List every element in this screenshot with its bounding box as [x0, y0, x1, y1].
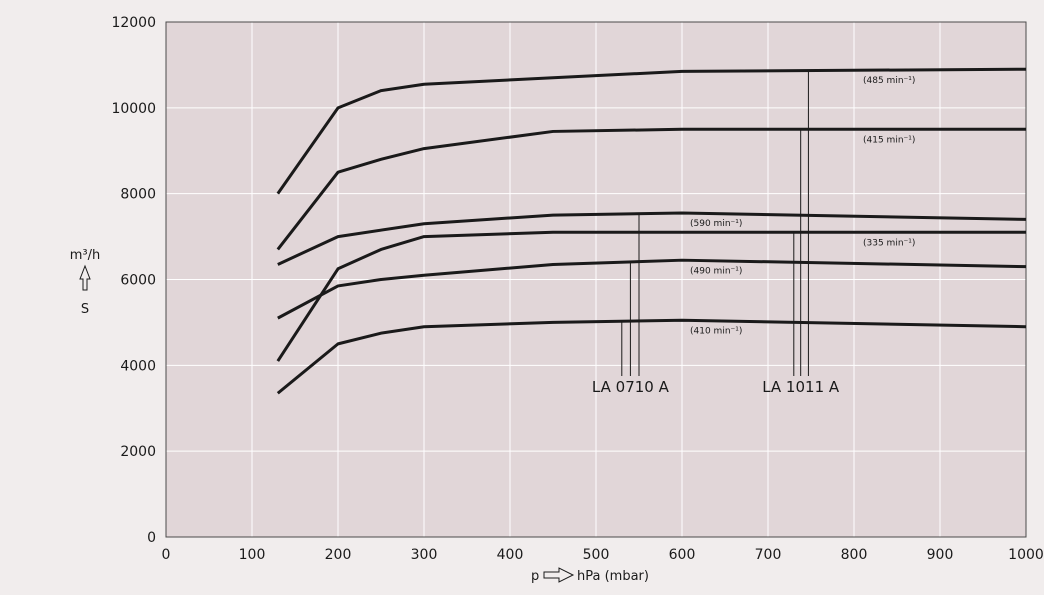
series-label: (335 min⁻¹)	[863, 238, 915, 248]
series-line	[276, 67, 1027, 195]
x-tick-label: 200	[325, 547, 352, 563]
y-tick-label: 10000	[111, 101, 156, 117]
group-leader-lines	[621, 70, 809, 376]
series-line	[277, 258, 1027, 320]
series-label: (590 min⁻¹)	[690, 219, 742, 229]
y-tick-label: 4000	[120, 358, 156, 374]
series-label: (415 min⁻¹)	[863, 135, 915, 145]
y-tick-label: 2000	[120, 444, 156, 460]
series-line	[277, 211, 1027, 266]
x-axis-arrow-icon	[543, 567, 575, 583]
y-axis-unit: m³/h	[70, 248, 101, 263]
x-tick-label: 400	[497, 547, 524, 563]
y-tick-label: 0	[147, 530, 156, 546]
x-tick-label: 700	[755, 547, 782, 563]
y-tick-labels: 0 2000 4000 6000 8000 10000 12000	[111, 15, 156, 546]
y-tick-label: 12000	[111, 15, 156, 31]
group-label: LA 1011 A	[762, 378, 840, 396]
y-axis-arrow-icon	[79, 264, 91, 291]
group-labels: LA 0710 A LA 1011 A	[592, 378, 840, 396]
series-line	[276, 230, 1026, 362]
x-tick-label: 1000	[1008, 547, 1044, 563]
x-tick-label: 0	[162, 547, 171, 563]
y-tick-label: 8000	[120, 187, 156, 203]
y-axis-label: m³/h S	[70, 248, 101, 317]
group-label: LA 0710 A	[592, 378, 670, 396]
series-labels: (485 min⁻¹) (415 min⁻¹) (590 min⁻¹) (335 mi…	[690, 76, 915, 336]
series-lines	[276, 67, 1027, 395]
x-tick-label: 800	[841, 547, 868, 563]
x-axis-symbol: p	[531, 569, 539, 584]
series-line	[276, 127, 1026, 251]
series-label: (410 min⁻¹)	[690, 326, 742, 336]
y-axis-symbol: S	[81, 302, 89, 317]
x-tick-label: 100	[239, 547, 266, 563]
x-axis-label: p hPa (mbar)	[531, 567, 649, 584]
plot-frame	[165, 21, 1027, 538]
x-tick-label: 500	[583, 547, 610, 563]
x-tick-label: 300	[411, 547, 438, 563]
x-tick-labels: 0 100 200 300 400 500 600 700 800 900 1000	[162, 547, 1044, 563]
x-tick-label: 600	[669, 547, 696, 563]
x-tick-label: 900	[927, 547, 954, 563]
series-line	[276, 318, 1027, 395]
series-label: (485 min⁻¹)	[863, 76, 915, 86]
series-label: (490 min⁻¹)	[690, 266, 742, 276]
x-axis-unit: hPa (mbar)	[577, 569, 649, 584]
y-tick-label: 6000	[120, 273, 156, 289]
